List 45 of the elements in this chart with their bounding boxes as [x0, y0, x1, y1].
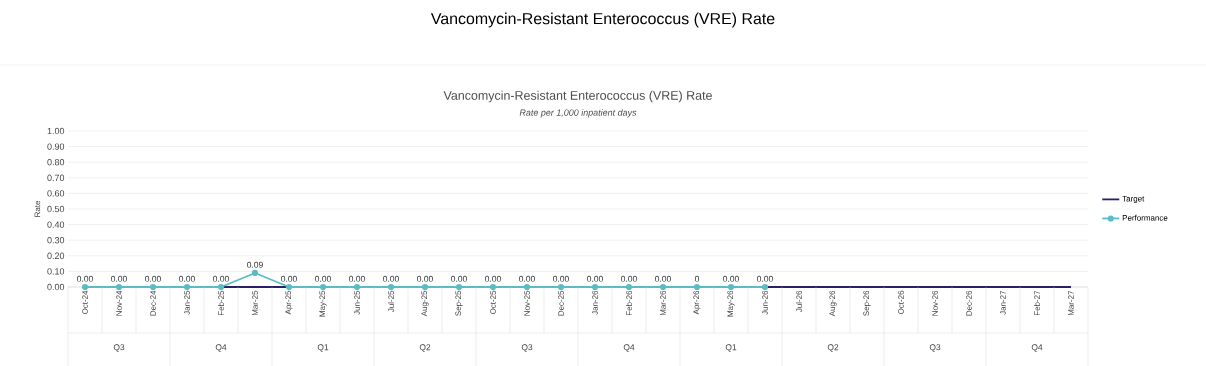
text: Q2	[827, 344, 839, 352]
data-label: 0	[694, 275, 700, 282]
text: Q1	[725, 344, 737, 352]
data-label: 0.00	[281, 275, 297, 282]
y-tick-label: 0.80	[47, 159, 65, 166]
y-tick-label: 0.70	[47, 174, 65, 181]
y-tick-label: 0.90	[47, 143, 65, 150]
y-tick-label: 0.00	[47, 283, 65, 291]
data-label: 0.00	[77, 275, 93, 282]
text: Vancomycin-Resistant Enterococcus (VRE) Rate	[430, 12, 775, 28]
y-tick-label: 0.60	[47, 190, 65, 197]
data-label: 0.00	[179, 275, 195, 282]
data-label: 0.00	[349, 275, 365, 282]
data-label: 0.00	[519, 275, 535, 282]
data-label: 0.00	[451, 275, 467, 282]
data-label: 0.00	[587, 275, 603, 282]
data-label: 0.00	[723, 275, 739, 282]
data-label: 0.00	[145, 275, 161, 282]
data-label: 0.00	[553, 275, 569, 282]
data-label: 0.00	[383, 275, 399, 282]
data-label: 0.00	[111, 275, 127, 282]
y-tick-label: 0.40	[47, 221, 65, 228]
y-tick-label: 0.20	[47, 252, 65, 259]
text: Q1	[317, 344, 329, 352]
data-label: 0.00	[485, 275, 501, 282]
data-label: 0.00	[621, 275, 637, 282]
text: Q4	[623, 344, 635, 352]
text: Q3	[929, 344, 941, 352]
text: Q3	[113, 344, 125, 352]
text: Q4	[1031, 344, 1043, 352]
data-label: 0.00	[417, 275, 433, 282]
data-label: 0.00	[315, 275, 331, 282]
chart-subtitle: Rate per 1,000 inpatient days	[519, 109, 637, 118]
y-tick-label: 0.30	[47, 237, 65, 244]
text: Q3	[521, 344, 533, 352]
data-label: 0.09	[247, 261, 263, 268]
text: Q2	[419, 344, 431, 352]
y-tick-label: 0.10	[47, 268, 65, 275]
data-label: 0.00	[213, 275, 229, 282]
text: Q4	[215, 344, 227, 352]
y-tick-label: 0.50	[47, 205, 65, 213]
data-label: 0.00	[757, 275, 773, 282]
chart-title: Vancomycin-Resistant Enterococcus (VRE) Rate	[443, 90, 712, 103]
data-label: 0.00	[655, 275, 671, 282]
y-tick-label: 1.00	[47, 127, 65, 135]
